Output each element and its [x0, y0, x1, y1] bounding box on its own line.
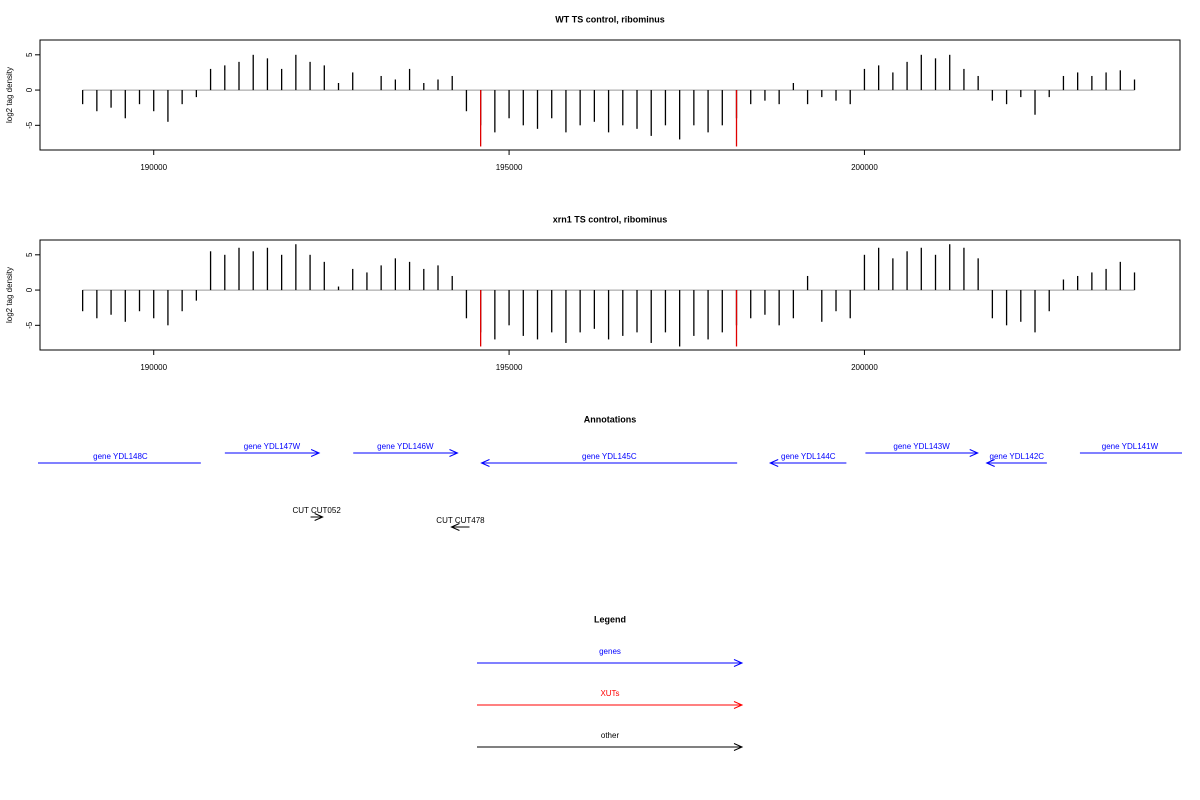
y-tick-label: -5 [25, 121, 34, 129]
legend-arrow-head [733, 659, 744, 667]
x-tick-label: 195000 [496, 363, 523, 372]
gene-label: gene YDL145C [582, 452, 637, 461]
x-tick-label: 195000 [496, 163, 523, 172]
annotation-track: gene YDL148C gene YDL147W gene YDL146W gene… [26, 442, 1198, 531]
arrow-head [969, 449, 979, 457]
legend-label: XUTs [600, 689, 619, 698]
y-tick-label: 0 [25, 87, 34, 92]
x-tick-label: 190000 [140, 163, 167, 172]
y-tick-label: -5 [25, 321, 34, 329]
chart-title: WT TS control, ribominus [555, 14, 665, 24]
legend-label: other [601, 731, 620, 740]
gene-label: gene YDL143W [893, 442, 950, 451]
x-tick-label: 190000 [140, 363, 167, 372]
plot-frame [39, 39, 1181, 151]
y-tick-label: 0 [25, 287, 34, 292]
y-axis-label: log2 tag density [5, 67, 14, 123]
legend-arrow-head [733, 743, 744, 751]
gene-label: gene YDL146W [377, 442, 434, 451]
gene-label: gene YDL147W [244, 442, 301, 451]
arrow-head [1190, 450, 1198, 457]
y-tick-label: 5 [25, 52, 34, 57]
arrow-head [310, 449, 321, 457]
arrow-head [985, 459, 995, 467]
legend-label: genes [599, 647, 621, 656]
x-tick-label: 200000 [851, 163, 878, 172]
arrow-head [480, 459, 490, 467]
arrow-head [450, 523, 460, 531]
arrow-head [314, 513, 324, 521]
other-label: CUT CUT052 [292, 506, 341, 515]
legend-arrow-head [733, 701, 744, 709]
legend-title: Legend [594, 614, 626, 624]
arrow-head [449, 449, 459, 457]
y-axis-label: log2 tag density [5, 267, 14, 323]
annotations-title: Annotations [584, 414, 637, 424]
other-label: CUT CUT478 [436, 516, 485, 525]
gene-label: gene YDL144C [781, 452, 836, 461]
y-tick-label: 5 [25, 252, 34, 257]
gene-label: gene YDL142C [990, 452, 1045, 461]
arrow-head [768, 459, 779, 467]
plot-frame [39, 239, 1181, 351]
arrow-head [26, 460, 34, 467]
gene-label: gene YDL141W [1102, 442, 1159, 451]
gene-label: gene YDL148C [93, 452, 148, 461]
chart-title: xrn1 TS control, ribominus [553, 214, 668, 224]
x-tick-label: 200000 [851, 363, 878, 372]
